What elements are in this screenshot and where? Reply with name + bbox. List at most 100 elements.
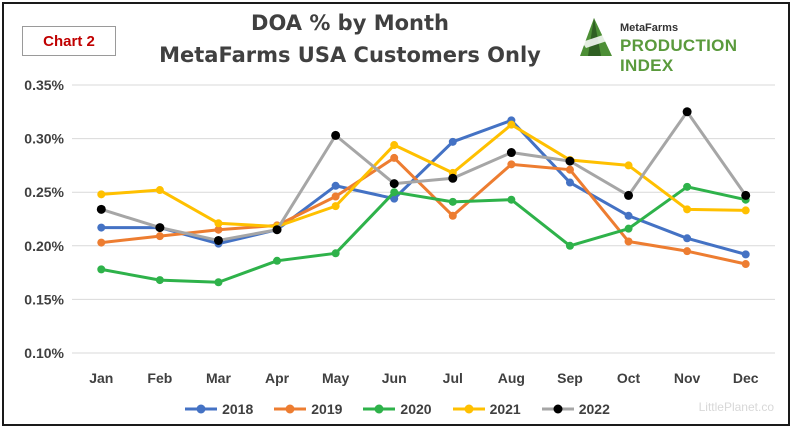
x-tick-label: Oct — [617, 370, 641, 386]
data-point-2022 — [741, 190, 751, 200]
x-tick-label: Apr — [265, 370, 290, 386]
data-point-2020 — [507, 195, 516, 204]
x-tick-label: Jul — [443, 370, 463, 386]
data-point-2022 — [682, 107, 692, 117]
series-line-2021 — [99, 123, 748, 229]
data-point-2021 — [741, 206, 750, 215]
chart-frame — [2, 2, 790, 426]
data-point-2019 — [624, 237, 633, 246]
data-point-2020 — [97, 265, 106, 274]
series-line-2022 — [99, 110, 748, 242]
x-tick-label: Nov — [674, 370, 701, 386]
legend-item-2020: 2020 — [362, 401, 432, 417]
chart-title-line1: DOA % by Month — [251, 11, 449, 35]
data-point-2020 — [448, 197, 457, 206]
data-point-2020 — [624, 224, 633, 233]
production-index-logo: MetaFarms PRODUCTION INDEX — [572, 16, 786, 75]
data-point-2018 — [741, 250, 750, 259]
legend-swatch — [185, 404, 218, 414]
legend-label: 2019 — [311, 401, 343, 417]
y-tick-label: 0.25% — [24, 184, 64, 200]
data-point-2022 — [389, 179, 399, 189]
y-tick-label: 0.20% — [24, 238, 64, 254]
y-tick-label: 0.10% — [24, 345, 64, 361]
data-point-2022 — [155, 223, 165, 233]
x-tick-label: Sep — [557, 370, 583, 386]
chart-number-tag: Chart 2 — [22, 26, 116, 56]
legend-swatch — [541, 404, 574, 414]
data-point-2018 — [448, 137, 457, 146]
data-point-2022 — [506, 148, 516, 158]
legend-swatch — [274, 404, 307, 414]
data-point-2020 — [683, 182, 692, 191]
data-point-2022 — [331, 130, 341, 140]
data-point-2018 — [565, 178, 574, 187]
y-tick-label: 0.35% — [24, 77, 64, 93]
leaf-logo-icon — [580, 18, 612, 56]
data-point-2022 — [448, 173, 458, 183]
x-tick-label: Dec — [733, 370, 759, 386]
data-point-2019 — [331, 192, 340, 201]
data-point-2021 — [214, 219, 223, 228]
y-tick-label: 0.30% — [24, 131, 64, 147]
data-point-2021 — [507, 120, 516, 129]
logo-company-name: MetaFarms — [620, 22, 679, 34]
watermark: LittlePlanet.co — [698, 400, 774, 414]
legend-swatch — [363, 404, 396, 414]
x-tick-label: Jan — [89, 370, 113, 386]
data-point-2021 — [155, 186, 164, 195]
legend-item-2018: 2018 — [184, 401, 253, 417]
data-point-2018 — [624, 211, 633, 220]
chart-legend: 2018 2019 2020 2021 2022 — [0, 396, 794, 422]
data-point-2022 — [96, 204, 106, 214]
legend-label: 2018 — [222, 401, 254, 417]
data-point-2020 — [331, 249, 340, 258]
data-point-2019 — [741, 260, 750, 269]
chart-title-line2: MetaFarms USA Customers Only — [159, 43, 541, 67]
x-tick-label: Mar — [206, 370, 231, 386]
series-line-2019 — [99, 156, 748, 266]
x-tick-label: Jun — [382, 370, 407, 386]
data-point-2018 — [97, 223, 106, 232]
data-point-2018 — [390, 194, 399, 203]
legend-label: 2021 — [489, 401, 521, 417]
series-line-2018 — [99, 118, 748, 256]
data-point-2018 — [683, 234, 692, 243]
data-point-2019 — [507, 160, 516, 169]
data-point-2018 — [331, 181, 340, 190]
series-line-2020 — [99, 185, 748, 284]
data-point-2019 — [390, 153, 399, 162]
data-point-2022 — [565, 156, 575, 166]
data-point-2022 — [272, 225, 282, 235]
legend-swatch — [452, 404, 485, 414]
data-point-2021 — [683, 205, 692, 214]
data-point-2021 — [624, 161, 633, 170]
data-point-2019 — [683, 247, 692, 256]
data-point-2020 — [390, 188, 399, 197]
x-tick-label: May — [322, 370, 349, 386]
legend-item-2022: 2022 — [541, 401, 610, 417]
data-point-2020 — [273, 256, 282, 265]
legend-label: 2020 — [400, 401, 432, 417]
data-point-2022 — [624, 190, 634, 200]
data-point-2022 — [213, 235, 223, 245]
data-point-2021 — [331, 202, 340, 211]
x-tick-label: Aug — [498, 370, 525, 386]
data-point-2020 — [214, 278, 223, 287]
data-point-2021 — [390, 141, 399, 150]
data-point-2019 — [214, 225, 223, 234]
logo-product-name: PRODUCTION INDEX — [620, 36, 738, 75]
legend-item-2019: 2019 — [273, 401, 342, 417]
data-point-2019 — [565, 165, 574, 174]
data-point-2019 — [97, 238, 106, 247]
data-point-2019 — [448, 211, 457, 220]
x-tick-label: Feb — [147, 370, 172, 386]
data-point-2021 — [97, 190, 106, 199]
legend-item-2021: 2021 — [452, 401, 521, 417]
data-point-2020 — [565, 241, 574, 250]
data-point-2019 — [155, 232, 164, 241]
legend-label: 2022 — [578, 401, 610, 417]
data-point-2020 — [155, 276, 164, 285]
y-tick-label: 0.15% — [24, 291, 64, 307]
